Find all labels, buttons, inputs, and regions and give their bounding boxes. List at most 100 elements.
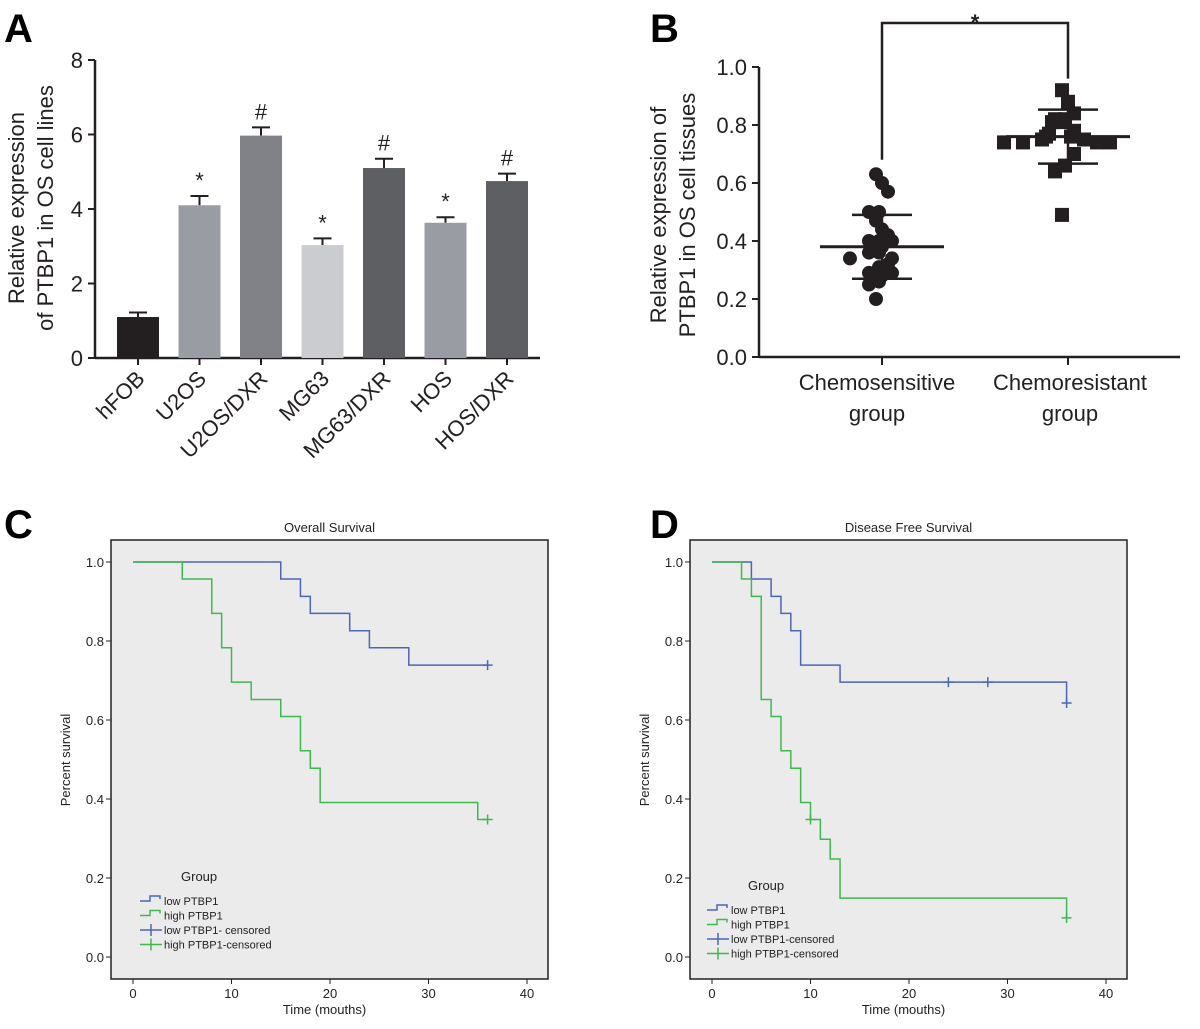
x-tick-label: 0 xyxy=(129,986,136,1001)
y-tick-label: 0.2 xyxy=(86,871,104,886)
legend-step-icon xyxy=(140,909,161,917)
significance-bracket xyxy=(880,21,1070,160)
x-tick-label: 20 xyxy=(902,986,916,1001)
legend-step-icon xyxy=(140,895,161,902)
y-tick-label: 0.6 xyxy=(716,171,747,196)
panel-a-bar-chart: 0 2 4 6 8 Relative expression of PTBP1 in OS c… xyxy=(4,48,540,463)
x-tick-label: group xyxy=(1042,401,1098,426)
significance-mark: # xyxy=(255,99,268,124)
data-point xyxy=(1035,132,1049,147)
legend-step-icon xyxy=(707,918,728,926)
x-tick-label: HOS xyxy=(406,366,457,417)
panel-d-km-chart: Disease Free Survival 0.0 0.2 0.4 0.6 0.8 1.0 0… xyxy=(637,520,1128,1017)
legend-censor-icon xyxy=(140,938,162,951)
survival-curve-low xyxy=(133,561,488,666)
data-point xyxy=(1048,164,1062,179)
survival-curve-high xyxy=(133,561,488,821)
significance-mark: # xyxy=(378,131,391,156)
x-tick-label: Chemosensitive xyxy=(799,370,956,395)
data-point xyxy=(862,245,876,260)
censor-mark xyxy=(982,677,993,688)
x-tick-label: 40 xyxy=(520,986,534,1001)
legend-title: Group xyxy=(748,878,784,893)
data-point xyxy=(1090,135,1104,150)
panel-b-scatter-chart: 0.0 0.2 0.4 0.6 0.8 1.0 Relative expression of… xyxy=(646,10,1180,426)
chart-title: Disease Free Survival xyxy=(845,520,972,535)
bar-hos-dxr xyxy=(486,181,528,358)
data-point xyxy=(1016,135,1030,150)
data-point xyxy=(1061,94,1075,109)
censor-mark xyxy=(1061,698,1072,709)
y-axis-label: of PTBP1 in OS cell lines xyxy=(33,85,58,331)
y-tick-label: 0.0 xyxy=(86,950,104,965)
data-point xyxy=(881,184,895,199)
y-tick-label: 0.8 xyxy=(665,634,683,649)
data-point xyxy=(862,277,876,292)
significance-mark: * xyxy=(441,189,450,214)
censor-mark xyxy=(1061,912,1072,923)
survival-curve-low xyxy=(712,561,1068,704)
x-tick-label: 10 xyxy=(803,986,817,1001)
x-tick-label: U2OS xyxy=(151,366,211,426)
x-tick-label: hFOB xyxy=(91,366,149,424)
legend-item: low PTBP1- censored xyxy=(164,925,270,937)
legend-step-icon xyxy=(707,904,728,911)
y-axis-label: Relative expression xyxy=(4,112,29,304)
legend-item: high PTBP1 xyxy=(164,911,223,923)
x-axis-label: Time (mouths) xyxy=(283,1002,366,1017)
y-tick-label: 2 xyxy=(71,272,83,297)
x-tick-label: 20 xyxy=(323,986,337,1001)
censor-mark xyxy=(805,814,816,825)
significance-mark: * xyxy=(195,168,204,193)
significance-mark: * xyxy=(318,210,327,235)
y-tick-label: 0 xyxy=(71,346,83,371)
censor-mark xyxy=(482,814,493,825)
y-tick-label: 0.0 xyxy=(665,950,683,965)
y-tick-label: 6 xyxy=(71,123,83,148)
bar-hfob xyxy=(117,317,159,358)
y-tick-label: 0.2 xyxy=(716,287,747,312)
y-tick-label: 0.6 xyxy=(665,713,683,728)
panel-label-c: C xyxy=(4,503,33,547)
bar-u2os xyxy=(178,205,221,358)
y-tick-label: 1.0 xyxy=(716,55,747,80)
legend-title: Group xyxy=(181,869,217,884)
legend-item: low PTBP1 xyxy=(731,905,785,917)
x-tick-label: 10 xyxy=(224,986,238,1001)
data-point xyxy=(869,292,883,306)
x-tick-label: 0 xyxy=(708,986,715,1001)
y-tick-label: 0.4 xyxy=(86,792,104,807)
x-tick-label: 40 xyxy=(1099,986,1113,1001)
survival-curve-high xyxy=(712,561,1068,918)
y-tick-label: 0.0 xyxy=(716,345,747,370)
y-tick-label: 0.8 xyxy=(716,113,747,138)
x-axis-label: Time (mouths) xyxy=(862,1002,945,1017)
y-tick-label: 0.8 xyxy=(86,634,104,649)
panel-c-km-chart: Overall Survival 0.0 0.2 0.4 0.6 0.8 1.0 0 10 20 3… xyxy=(58,520,549,1017)
x-tick-label: 30 xyxy=(1000,986,1014,1001)
significance-mark: # xyxy=(501,146,514,171)
y-axis-label: PTBP1 in OS cell tissues xyxy=(675,93,700,338)
bar-u2os-dxr xyxy=(240,135,282,358)
data-point xyxy=(1103,135,1117,150)
legend-item: high PTBP1-censored xyxy=(164,940,272,952)
legend-item: high PTBP1-censored xyxy=(731,949,839,961)
y-axis-label: Relative expression of xyxy=(646,106,671,323)
legend-censor-icon xyxy=(707,933,729,945)
y-tick-label: 4 xyxy=(71,197,83,222)
data-point xyxy=(843,251,857,266)
data-point xyxy=(1055,207,1069,222)
plot-area xyxy=(689,539,1128,980)
y-tick-label: 0.4 xyxy=(716,229,747,254)
y-axis-label: Percent survival xyxy=(637,714,652,807)
x-tick-label: 30 xyxy=(421,986,435,1001)
x-tick-label: group xyxy=(849,401,905,426)
chart-title: Overall Survival xyxy=(284,520,375,535)
censor-mark xyxy=(943,677,954,688)
legend-censor-icon xyxy=(707,947,729,960)
data-point xyxy=(1077,132,1091,147)
panel-label-a: A xyxy=(4,7,33,51)
x-tick-label: MG63 xyxy=(274,366,334,426)
y-tick-label: 1.0 xyxy=(86,555,104,570)
